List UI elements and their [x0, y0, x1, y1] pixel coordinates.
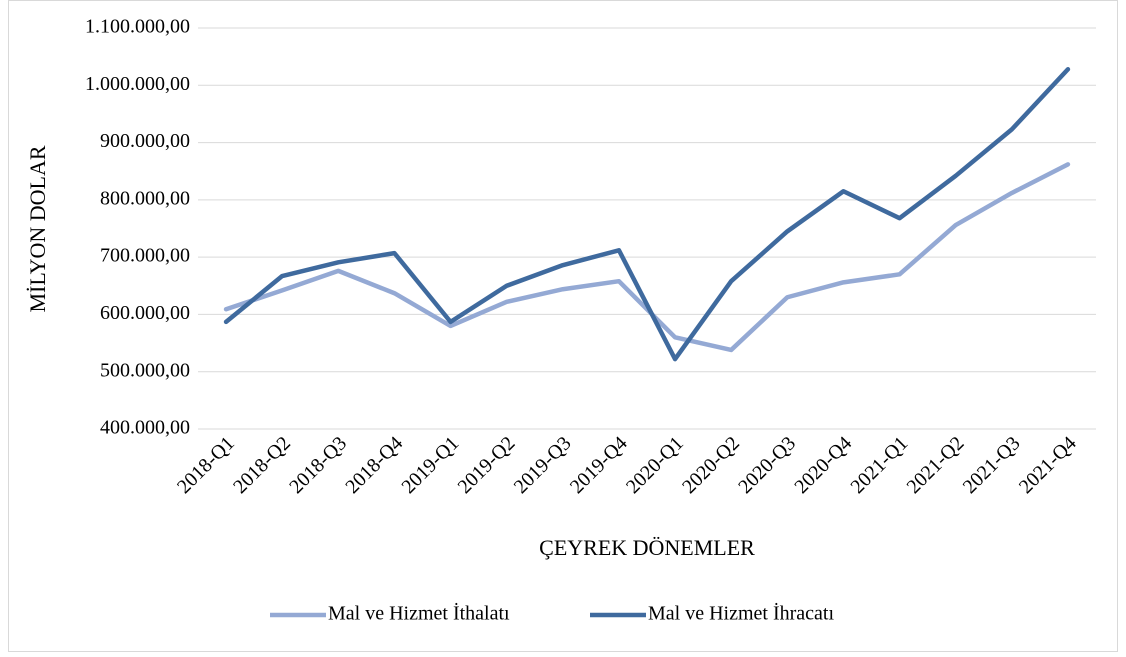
y-tick-label: 600.000,00 [100, 302, 190, 324]
chart-frame [8, 0, 1118, 652]
y-tick-label: 1.100.000,00 [85, 16, 190, 38]
y-axis-label: MİLYON DOLAR [25, 145, 50, 312]
series-line [223, 66, 1071, 362]
y-tick-label: 800.000,00 [100, 187, 190, 209]
legend-label: Mal ve Hizmet İhracatı [648, 602, 834, 625]
y-tick-label: 500.000,00 [100, 359, 190, 381]
x-axis-label: ÇEYREK DÖNEMLER [539, 535, 755, 560]
legend-label: Mal ve Hizmet İthalatı [328, 602, 510, 625]
y-tick-label: 700.000,00 [100, 245, 190, 267]
y-tick-label: 900.000,00 [100, 130, 190, 152]
y-tick-label: 1.000.000,00 [85, 73, 190, 95]
y-tick-label: 400.000,00 [100, 417, 190, 439]
